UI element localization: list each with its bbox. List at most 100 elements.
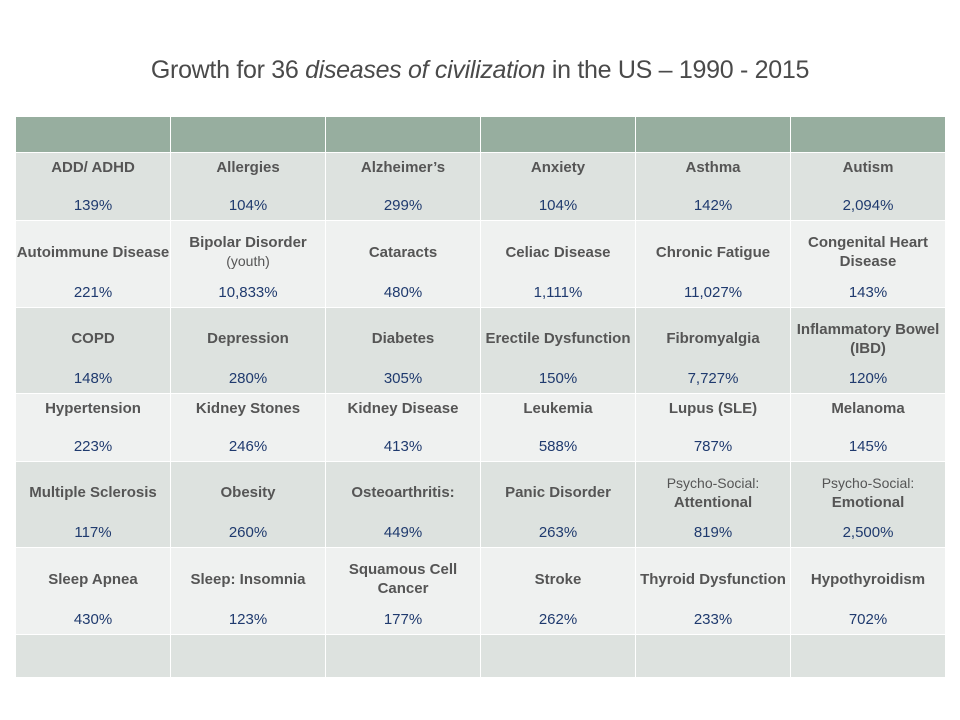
title-suffix: in the US – 1990 - 2015	[545, 56, 810, 84]
disease-label: Hypertension	[45, 400, 141, 417]
disease-label: Stroke	[534, 570, 582, 588]
disease-name: Sleep Apnea	[16, 548, 170, 610]
table-cell: Leukemia 588%	[480, 393, 636, 462]
disease-label: Fibromyalgia	[666, 330, 760, 347]
growth-percent: 150%	[538, 370, 578, 387]
disease-label: Leukemia	[523, 400, 593, 417]
header-cell	[635, 116, 791, 153]
growth-percent: 233%	[693, 611, 733, 628]
growth-percent: 280%	[228, 370, 268, 387]
disease-name: Obesity	[171, 462, 325, 523]
disease-name: Kidney Stones	[171, 394, 325, 437]
growth-percent: 221%	[73, 284, 113, 301]
disease-label: Depression	[207, 330, 289, 347]
table-cell: Erectile Dysfunction 150%	[480, 307, 636, 394]
disease-name: Cataracts	[326, 221, 480, 283]
disease-label: COPD	[71, 330, 115, 347]
table-cell: Obesity 260%	[170, 461, 326, 548]
disease-label: Attentional	[673, 493, 753, 511]
disease-name: Melanoma	[791, 394, 945, 437]
disease-name: Diabetes	[326, 308, 480, 369]
disease-name: Hypothyroidism	[791, 548, 945, 610]
table-cell: Fibromyalgia 7,727%	[635, 307, 791, 394]
disease-prefix: Psycho-Social:	[666, 474, 760, 491]
empty-cell	[15, 634, 171, 678]
table-cell: Squamous Cell Cancer 177%	[325, 547, 481, 635]
disease-label: Melanoma	[831, 400, 905, 417]
table-cell: Psycho-Social: Attentional 819%	[635, 461, 791, 548]
table-cell: Sleep Apnea 430%	[15, 547, 171, 635]
table-row: Autoimmune Disease 221% Bipolar Disorder (y…	[15, 220, 946, 308]
growth-percent: 104%	[538, 197, 578, 214]
disease-label: Multiple Sclerosis	[29, 484, 157, 501]
disease-name: Hypertension	[16, 394, 170, 437]
header-cell	[15, 116, 171, 153]
growth-percent: 299%	[383, 197, 423, 214]
disease-label: Emotional	[831, 493, 905, 511]
disease-name: Squamous Cell Cancer	[326, 548, 480, 610]
empty-cell	[480, 634, 636, 678]
growth-percent: 413%	[383, 438, 423, 455]
growth-percent: 10,833%	[218, 284, 278, 301]
growth-percent: 11,027%	[683, 284, 743, 301]
table-cell: Osteoarthritis: 449%	[325, 461, 481, 548]
table-row: ADD/ ADHD 139% Allergies 104% Alzheimer’s 299…	[15, 152, 946, 221]
table-cell: Hypothyroidism 702%	[790, 547, 946, 635]
table-cell: Autism 2,094%	[790, 152, 946, 221]
disease-label: Thyroid Dysfunction	[640, 570, 786, 588]
disease-label: Kidney Stones	[195, 400, 301, 417]
disease-name: Inflammatory Bowel (IBD)	[791, 308, 945, 369]
growth-percent: 177%	[383, 611, 423, 628]
disease-label: Autism	[842, 159, 894, 176]
growth-percent: 480%	[383, 284, 423, 301]
table-cell: Thyroid Dysfunction 233%	[635, 547, 791, 635]
table-cell: Hypertension 223%	[15, 393, 171, 462]
empty-cell	[170, 634, 326, 678]
disease-name: Sleep: Insomnia	[171, 548, 325, 610]
disease-name: Psycho-Social: Attentional	[636, 462, 790, 523]
growth-percent: 145%	[848, 438, 888, 455]
table-cell: Sleep: Insomnia 123%	[170, 547, 326, 635]
disease-label: Kidney Disease	[347, 400, 459, 417]
table-cell: Diabetes 305%	[325, 307, 481, 394]
disease-name: Autism	[791, 153, 945, 196]
disease-qualifier: (youth)	[226, 253, 270, 269]
disease-name: Kidney Disease	[326, 394, 480, 437]
table-cell: Kidney Stones 246%	[170, 393, 326, 462]
disease-name: Lupus (SLE)	[636, 394, 790, 437]
disease-label: ADD/ ADHD	[51, 159, 135, 176]
disease-name: Congenital Heart Disease	[791, 221, 945, 283]
disease-name: Autoimmune Disease	[16, 221, 170, 283]
table-cell: Lupus (SLE) 787%	[635, 393, 791, 462]
growth-percent: 702%	[848, 611, 888, 628]
disease-name: Anxiety	[481, 153, 635, 196]
growth-percent: 139%	[73, 197, 113, 214]
table-cell: Chronic Fatigue 11,027%	[635, 220, 791, 308]
disease-label: Chronic Fatigue	[655, 243, 771, 261]
disease-name: Allergies	[171, 153, 325, 196]
growth-percent: 2,094%	[842, 197, 894, 214]
growth-percent: 430%	[73, 611, 113, 628]
table-cell: Kidney Disease 413%	[325, 393, 481, 462]
growth-percent: 787%	[693, 438, 733, 455]
growth-percent: 263%	[538, 524, 578, 541]
disease-label: Autoimmune Disease	[16, 243, 170, 261]
disease-name: Osteoarthritis:	[326, 462, 480, 523]
table-cell: Autoimmune Disease 221%	[15, 220, 171, 308]
table-row: COPD 148% Depression 280% Diabetes 305% Erecti…	[15, 307, 946, 394]
table-cell: Anxiety 104%	[480, 152, 636, 221]
table-cell: ADD/ ADHD 139%	[15, 152, 171, 221]
disease-label: Bipolar Disorder	[189, 234, 307, 251]
growth-percent: 120%	[848, 370, 888, 387]
disease-name: Asthma	[636, 153, 790, 196]
disease-label: Sleep: Insomnia	[190, 570, 306, 588]
empty-cell	[325, 634, 481, 678]
table-cell: Multiple Sclerosis 117%	[15, 461, 171, 548]
disease-label: Inflammatory Bowel (IBD)	[796, 320, 940, 357]
disease-label: Sleep Apnea	[48, 570, 138, 588]
growth-percent: 449%	[383, 524, 423, 541]
growth-percent: 143%	[848, 284, 888, 301]
disease-name: Celiac Disease	[481, 221, 635, 283]
table-cell: Bipolar Disorder (youth) 10,833%	[170, 220, 326, 308]
disease-label: Asthma	[685, 159, 741, 176]
